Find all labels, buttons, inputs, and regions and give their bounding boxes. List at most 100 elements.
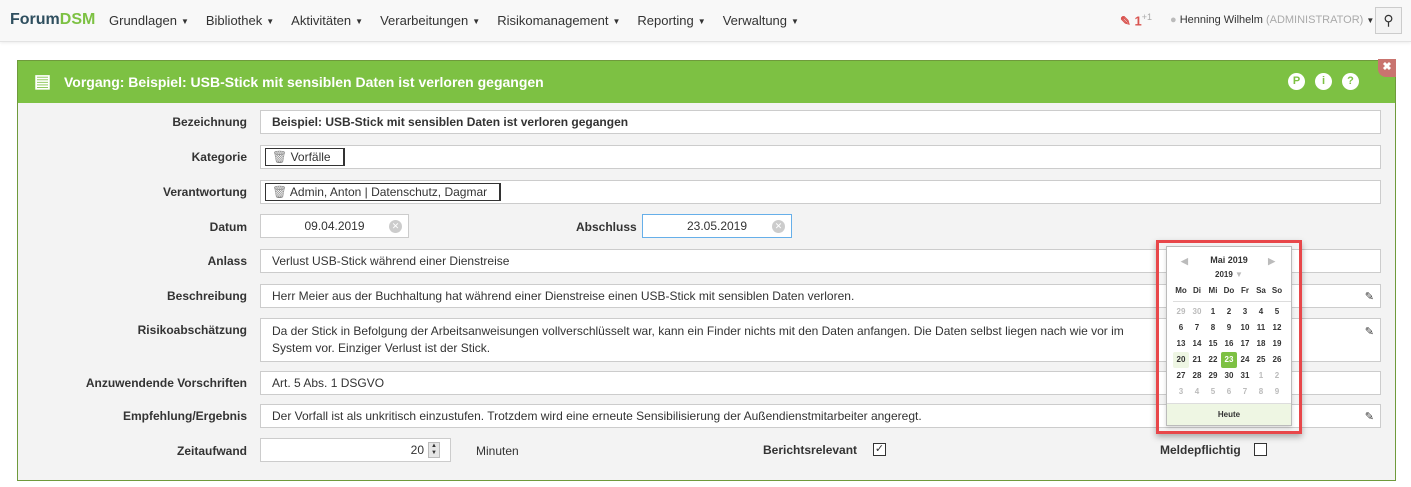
calendar-day[interactable]: 30 [1192, 307, 1202, 316]
calendar-day[interactable]: 8 [1210, 323, 1216, 332]
calendar-day[interactable]: 18 [1256, 339, 1266, 348]
document-icon: ▤ [34, 71, 52, 91]
clear-icon[interactable]: ✕ [389, 220, 402, 233]
calendar-day[interactable]: 26 [1272, 355, 1282, 364]
edit-icon[interactable]: ✎ [1364, 326, 1374, 338]
calendar-day[interactable]: 14 [1192, 339, 1202, 348]
user-icon: ● [1170, 14, 1177, 26]
calendar-day[interactable]: 22 [1208, 355, 1218, 364]
calendar-day[interactable]: 28 [1192, 371, 1202, 380]
berichtsrelevant-checkbox[interactable]: ✓ [873, 443, 886, 456]
calendar-day[interactable]: 12 [1272, 323, 1282, 332]
label-kategorie: Kategorie [191, 150, 247, 164]
calendar-day[interactable]: 9 [1274, 387, 1280, 396]
calendar-day[interactable]: 23 [1221, 352, 1237, 368]
edit-icon[interactable]: ✎ [1364, 291, 1374, 303]
year-select[interactable]: 2019 ▼ [1215, 270, 1243, 279]
calendar-day[interactable]: 31 [1240, 371, 1250, 380]
info-icon[interactable]: i [1315, 73, 1332, 90]
kategorie-input[interactable]: 🗑 Vorfälle [260, 145, 1381, 169]
calendar-day[interactable]: 3 [1178, 387, 1184, 396]
calendar-day[interactable]: 17 [1240, 339, 1250, 348]
spinner[interactable]: ▲ ▼ [428, 442, 440, 458]
calendar-day[interactable]: 29 [1208, 371, 1218, 380]
calendar-day[interactable]: 6 [1226, 387, 1232, 396]
calendar-day[interactable]: 30 [1224, 371, 1234, 380]
menu-item[interactable]: Risikomanagement ▼ [497, 13, 621, 28]
verantwortung-input[interactable]: 🗑 Admin, Anton | Datenschutz, Dagmar [260, 180, 1381, 204]
today-button[interactable]: Heute [1167, 403, 1291, 425]
caret-down-icon: ▼ [612, 17, 621, 27]
calendar-day[interactable]: 21 [1192, 355, 1202, 364]
calendar-day[interactable]: 5 [1274, 307, 1280, 316]
edit-icon[interactable]: ✎ [1364, 411, 1374, 423]
clear-icon[interactable]: ✕ [772, 220, 785, 233]
next-month-icon[interactable]: ▶ [1268, 256, 1275, 266]
zeitaufwand-unit: Minuten [476, 444, 519, 458]
calendar-day[interactable]: 1 [1258, 371, 1264, 380]
panel-header: ▤ Vorgang: Beispiel: USB-Stick mit sensi… [18, 61, 1395, 103]
menu-item[interactable]: Bibliothek ▼ [205, 13, 275, 28]
calendar-day[interactable]: 13 [1176, 339, 1186, 348]
weekday-label: Sa [1256, 286, 1266, 295]
label-beschreibung: Beschreibung [166, 289, 247, 303]
weekday-label: Do [1223, 286, 1235, 295]
menu-item[interactable]: Aktivitäten ▼ [291, 13, 364, 28]
weekday-label: So [1271, 286, 1283, 295]
calendar-day[interactable]: 5 [1210, 387, 1216, 396]
calendar-day[interactable]: 19 [1272, 339, 1282, 348]
calendar-day[interactable]: 27 [1176, 371, 1186, 380]
calendar-day[interactable]: 25 [1256, 355, 1266, 364]
pdf-icon[interactable]: P [1288, 73, 1305, 90]
user-menu[interactable]: ● Henning Wilhelm (ADMINISTRATOR) ▼ [1170, 14, 1375, 26]
edits-indicator[interactable]: ✎ 1+1 [1120, 12, 1153, 29]
calendar-day[interactable]: 6 [1178, 323, 1184, 332]
brand-logo[interactable]: ForumDSM [10, 11, 96, 28]
calendar-day[interactable]: 1 [1210, 307, 1216, 316]
calendar-days: 29 30 1 2 3 4 5 6 7 8 9 10 11 12 13 14 15 16 17 18 19 20 21 22 2… [1173, 304, 1291, 400]
label-zeitaufwand: Zeitaufwand [176, 444, 247, 458]
abschluss-input[interactable]: 23.05.2019 ✕ [642, 214, 792, 238]
calendar-day[interactable]: 29 [1176, 307, 1186, 316]
bezeichnung-input[interactable]: Beispiel: USB-Stick mit sensiblen Daten … [260, 110, 1381, 134]
calendar-day[interactable]: 11 [1256, 323, 1266, 332]
trash-icon[interactable]: 🗑 [272, 185, 288, 199]
calendar-day[interactable]: 10 [1240, 323, 1250, 332]
prev-month-icon[interactable]: ◀ [1181, 256, 1188, 266]
label-vorschriften: Anzuwendende Vorschriften [85, 376, 247, 390]
kategorie-tag[interactable]: 🗑 Vorfälle [265, 148, 345, 166]
menu-item[interactable]: Verwaltung ▼ [722, 13, 799, 28]
zeitaufwand-input[interactable]: 20 ▲ ▼ [260, 438, 451, 462]
calendar-day[interactable]: 2 [1274, 371, 1280, 380]
calendar-day[interactable]: 3 [1242, 307, 1248, 316]
calendar-day[interactable]: 7 [1242, 387, 1248, 396]
calendar-day[interactable]: 9 [1226, 323, 1232, 332]
help-icon[interactable]: ? [1342, 73, 1359, 90]
verantwortung-tag[interactable]: 🗑 Admin, Anton | Datenschutz, Dagmar [265, 183, 502, 201]
calendar-day[interactable]: 2 [1226, 307, 1232, 316]
label-verantwortung: Verantwortung [162, 185, 247, 199]
calendar-month: Mai 2019 [1210, 255, 1248, 265]
calendar-day[interactable]: 20 [1173, 352, 1189, 368]
datepicker-popup: ◀ ▶ Mai 2019 2019 ▼ Mo Di Mi Do Fr Sa So 29 30 1… [1166, 246, 1292, 426]
calendar-day[interactable]: 7 [1194, 323, 1200, 332]
calendar-day[interactable]: 16 [1224, 339, 1234, 348]
caret-down-icon: ▼ [180, 17, 189, 27]
datum-input[interactable]: 09.04.2019 ✕ [260, 214, 409, 238]
menu-item[interactable]: Grundlagen ▼ [109, 13, 189, 28]
calendar-day[interactable]: 24 [1240, 355, 1250, 364]
meldepflichtig-checkbox[interactable] [1254, 443, 1267, 456]
calendar-day[interactable]: 4 [1258, 307, 1264, 316]
calendar-day[interactable]: 8 [1258, 387, 1264, 396]
search-icon: ⚲ [1383, 12, 1394, 28]
calendar-day[interactable]: 4 [1194, 387, 1200, 396]
search-button[interactable]: ⚲ [1375, 7, 1402, 34]
menu-item[interactable]: Verarbeitungen ▼ [380, 13, 481, 28]
calendar-day[interactable]: 15 [1208, 339, 1218, 348]
trash-icon[interactable]: 🗑 [272, 150, 288, 164]
label-bezeichnung: Bezeichnung [172, 115, 247, 129]
close-icon[interactable]: ✖ [1378, 59, 1396, 77]
menu-item[interactable]: Reporting ▼ [637, 13, 706, 28]
highlight-box [1156, 240, 1302, 434]
label-anlass: Anlass [207, 254, 247, 268]
